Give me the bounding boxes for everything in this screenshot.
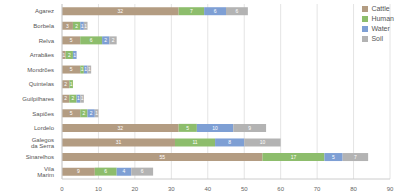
svg-text:6: 6 [214,8,217,14]
svg-text:1: 1 [62,52,65,58]
svg-text:1: 1 [81,95,84,101]
svg-text:Sinarelhos: Sinarelhos [26,154,54,160]
svg-text:1: 1 [81,23,84,29]
svg-text:Agarez: Agarez [35,8,54,14]
svg-text:Lordelo: Lordelo [34,125,55,131]
svg-text:50: 50 [241,186,248,192]
svg-text:10: 10 [260,139,266,145]
svg-text:7: 7 [354,154,357,160]
svg-text:5: 5 [332,154,335,160]
svg-text:2: 2 [64,81,67,87]
svg-text:2: 2 [68,52,71,58]
svg-text:5: 5 [70,66,73,72]
svg-text:Galegosda Serra: Galegosda Serra [31,137,55,149]
svg-text:5: 5 [70,37,73,43]
svg-text:Arrabães: Arrabães [30,52,54,58]
svg-text:40: 40 [204,186,211,192]
svg-text:6: 6 [141,168,144,174]
svg-text:1: 1 [77,95,80,101]
svg-text:70: 70 [314,186,321,192]
svg-text:60: 60 [277,186,284,192]
svg-text:17: 17 [291,154,297,160]
svg-text:9: 9 [77,168,80,174]
svg-text:Sapiões: Sapiões [32,111,54,117]
svg-text:20: 20 [132,186,139,192]
svg-text:30: 30 [168,186,175,192]
svg-text:Relva: Relva [39,38,55,44]
svg-text:2: 2 [72,95,75,101]
svg-text:8: 8 [228,139,231,145]
svg-text:10: 10 [95,186,102,192]
svg-text:1: 1 [84,23,87,29]
svg-text:0: 0 [60,186,64,192]
html-text:Soil: Soil [371,35,384,42]
svg-text:6: 6 [236,8,239,14]
svg-text:1: 1 [95,110,98,116]
svg-text:6: 6 [90,37,93,43]
svg-text:3: 3 [66,23,69,29]
svg-text:Guilpilhares: Guilpilhares [22,96,54,102]
svg-text:2: 2 [82,110,85,116]
svg-text:1: 1 [88,66,91,72]
svg-text:11: 11 [192,139,197,145]
svg-text:55: 55 [159,154,165,160]
html-text:Cattle: Cattle [371,5,390,12]
svg-text:4: 4 [123,168,126,174]
svg-text:1: 1 [70,81,73,87]
svg-text:2: 2 [64,95,67,101]
svg-text:7: 7 [190,8,193,14]
svg-text:90: 90 [387,186,392,192]
svg-text:32: 32 [118,125,124,131]
svg-text:2: 2 [104,37,107,43]
svg-text:2: 2 [90,110,93,116]
svg-text:VilaMarim: VilaMarim [37,166,54,178]
svg-text:9: 9 [248,125,251,131]
svg-text:2: 2 [112,37,115,43]
svg-text:1: 1 [84,66,87,72]
svg-text:Borbela: Borbela [33,23,54,29]
svg-text:1: 1 [81,66,84,72]
svg-text:31: 31 [116,139,122,145]
svg-text:10: 10 [212,125,218,131]
svg-text:1: 1 [73,52,76,58]
svg-text:Mondrões: Mondrões [27,67,54,73]
svg-text:32: 32 [118,8,124,14]
html-text:Human: Human [371,15,394,22]
svg-text:6: 6 [104,168,107,174]
svg-text:5: 5 [186,125,189,131]
svg-text:80: 80 [350,186,357,192]
svg-text:5: 5 [70,110,73,116]
svg-text:Quintelas: Quintelas [29,81,54,87]
html-text:Water: Water [371,25,390,32]
svg-text:2: 2 [75,23,78,29]
